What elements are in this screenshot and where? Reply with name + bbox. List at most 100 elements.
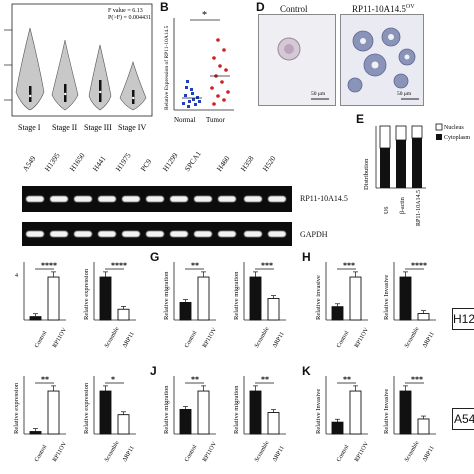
bar-ylabel: Relative migration (163, 385, 170, 434)
bar-ylabel: Relative Invasive (383, 275, 390, 320)
bar-xtick: ΔRP11 (122, 445, 136, 463)
lane-label: H358 (238, 154, 256, 173)
bar-ylabel: Relative expression (83, 268, 90, 320)
bar-xtick: Scramble (254, 326, 271, 349)
bar-xtick: ΔRP11 (422, 445, 436, 463)
stacked-xtick-actin: β-actin (400, 197, 406, 214)
stacked-ylabel: Distribution (363, 158, 370, 190)
violin-stage-1 (15, 27, 45, 111)
sig-stars: **** (41, 261, 57, 270)
bar-treatment (117, 414, 130, 435)
lane-label: H1650 (67, 151, 87, 173)
bar-xtick: Control (336, 444, 351, 463)
bar-ylabel: Relative migration (233, 271, 240, 320)
dotplot-sig: * (202, 10, 207, 21)
bar-ylabel: Relative invasive (315, 275, 322, 320)
panel-a-violin: F value = 6.13 P(>F) = 0.004431 Stage I … (0, 0, 155, 140)
bar-ytick: 4 (15, 273, 18, 279)
lane-label: PC9 (138, 157, 154, 173)
lane-label: H520 (260, 154, 278, 173)
lane-label: H460 (214, 154, 232, 173)
bar-control (179, 302, 192, 321)
bar-control (99, 390, 112, 435)
panel-letter-e: E (356, 112, 365, 126)
bar-xtick: Scramble (104, 440, 121, 463)
bar-control (331, 306, 344, 321)
sig-stars: *** (261, 261, 273, 270)
violin-stage-3 (88, 44, 112, 111)
stacked-rp11-nucleus (411, 125, 423, 139)
cell-line-tag-h1299: H1299 (452, 308, 474, 330)
legend-nucleus: Nucleus (444, 125, 464, 131)
bar-xtick: RP11OV (354, 441, 370, 463)
dotplot-tumor-points (210, 38, 230, 106)
bar-xtick: ΔRP11 (122, 331, 136, 349)
bar-xtick: Control (34, 330, 49, 349)
sig-stars: ** (261, 375, 269, 384)
lane-label: SPCA1 (182, 149, 203, 173)
dotplot-chart: Relative Expression of RP11-10A14.5 * No… (163, 10, 234, 124)
panel-letter-k: K (302, 364, 311, 378)
bar-ylabel: Relative migration (233, 385, 240, 434)
scale-bar-control: 50 μm (311, 91, 326, 97)
bar-xtick: Control (184, 330, 199, 349)
bar-xtick: Scramble (104, 326, 121, 349)
bar-treatment (47, 390, 60, 435)
micro-image-control: 50 μm (258, 14, 336, 106)
bar-ylabel: Relative Invasive (315, 389, 322, 434)
dotplot-xtick-normal: Normal (174, 116, 195, 124)
lane-label: H1975 (113, 151, 133, 173)
legend-nucleus-swatch (435, 123, 443, 131)
lane-label: H1299 (160, 151, 180, 173)
stacked-xtick-rp11: RP11-10A14.5 (416, 190, 422, 226)
sig-stars: * (111, 375, 115, 384)
panel-letter-d: D (256, 0, 265, 14)
bar-control (399, 276, 412, 321)
gel-lane-labels: A549 H1395 H1650 H441 H1975 PC9 H1299 SP… (0, 149, 300, 180)
bar-control (249, 276, 262, 321)
panel-e-stacked-bar: Distribution U6 β-actin RP11-10A14.5 Nuc… (356, 118, 474, 228)
dotplot-ylabel: Relative Expression of RP11-10A14.5 (163, 25, 170, 110)
panel-letter-j: J (150, 364, 157, 378)
bar-xtick: RP11OV (202, 441, 218, 463)
violin-xtick-2: Stage II (52, 123, 77, 132)
bar-control (29, 316, 42, 321)
bar-treatment (267, 298, 280, 321)
bar-xtick: Control (34, 444, 49, 463)
stacked-u6-nucleus (379, 125, 391, 149)
bar-xtick: Scramble (404, 326, 421, 349)
sig-stars: ** (191, 261, 199, 270)
sig-stars: *** (343, 261, 355, 270)
stacked-actin-nucleus (395, 125, 407, 141)
cell-line-tag-a549: A549 (452, 408, 474, 430)
bar-ylabel: Relative Invasive (383, 389, 390, 434)
panel-letter-h: H (302, 250, 311, 264)
bar-treatment (267, 412, 280, 435)
sig-stars: **** (411, 261, 427, 270)
stacked-xtick-u6: U6 (384, 207, 390, 214)
sig-stars: ** (343, 375, 351, 384)
panel-d-ov-label-text: RP11-10A14.5 (352, 4, 406, 14)
micro-image-ov: 50 μm (340, 14, 424, 106)
bar-treatment (117, 308, 130, 321)
violin-xtick-3: Stage III (84, 123, 112, 132)
bar-treatment (417, 418, 430, 435)
bar-ylabel: Relative expression (13, 382, 20, 434)
bar-treatment (197, 276, 210, 321)
bar-xtick: RP11OV (52, 441, 68, 463)
lane-label: H1395 (42, 151, 62, 173)
bar-control (331, 421, 344, 435)
bar-treatment (417, 313, 430, 321)
bar-treatment (349, 390, 362, 435)
bar-xtick: Control (336, 330, 351, 349)
panel-letter-b: B (160, 0, 169, 14)
dotplot-xtick-tumor: Tumor (206, 116, 225, 124)
violin-xtick-4: Stage IV (118, 123, 146, 132)
bar-treatment (47, 276, 60, 321)
bar-control (99, 276, 112, 321)
legend-cytoplasm-swatch (436, 134, 442, 140)
violin-frame (11, 3, 153, 117)
bar-xtick: Scramble (254, 440, 271, 463)
bar-xtick: RP11OV (354, 327, 370, 349)
sig-stars: *** (411, 375, 423, 384)
